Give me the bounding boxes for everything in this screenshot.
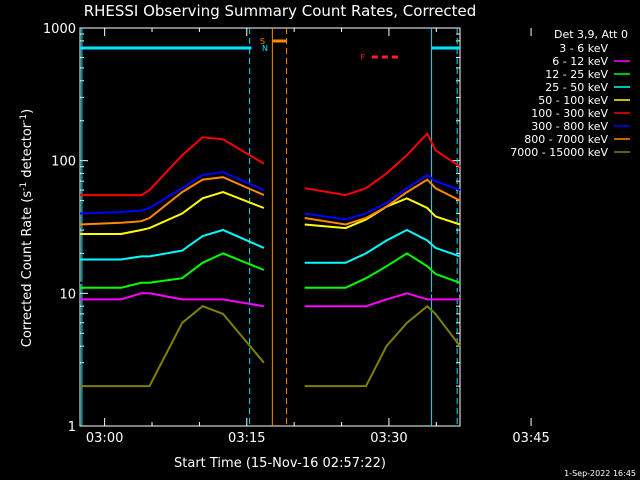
x-tick-label: 03:30 — [370, 431, 407, 446]
legend-entry-label: 7000 - 15000 keV — [510, 146, 608, 159]
legend-entry-label: 100 - 300 keV — [531, 107, 608, 120]
legend-entry-label: 12 - 25 keV — [545, 68, 608, 81]
y-tick-label: 100 — [51, 155, 76, 170]
series-line-6-b — [304, 173, 461, 221]
series-line-0-a — [80, 281, 265, 295]
legend-title: Det 3,9, Att 0 — [554, 28, 628, 41]
markers-group: SN F — [260, 28, 401, 426]
series-line-5-b — [304, 131, 461, 197]
series-line-3-b — [304, 228, 461, 264]
series-line-2-a — [80, 252, 265, 289]
series-line-7-a — [79, 176, 265, 226]
series-line-6-a — [79, 171, 265, 215]
night-boundaries — [80, 28, 460, 426]
x-axis-label: Start Time (15-Nov-16 02:57:22) — [174, 456, 386, 471]
legend-entry-label: 3 - 6 keV — [559, 42, 608, 55]
series-line-3-a — [80, 228, 265, 261]
series-line-2-b — [304, 252, 461, 289]
legend-entry-label: 800 - 7000 keV — [524, 133, 608, 146]
series-line-5-a — [80, 136, 265, 197]
series-line-4-b — [304, 197, 461, 230]
y-tick-label: 1 — [68, 420, 76, 435]
x-tick-label: 03:45 — [512, 431, 549, 446]
series-line-8-a — [80, 305, 265, 388]
series-line-1-b — [304, 292, 460, 308]
footer-date: 1-Sep-2022 16:45 — [564, 469, 636, 478]
series-group — [79, 131, 461, 388]
legend-entry-label: 50 - 100 keV — [538, 94, 608, 107]
y-tick-label: 1000 — [43, 22, 76, 37]
series-line-4-a — [80, 191, 265, 235]
series-line-8-b — [304, 304, 461, 388]
s-marker-label: S — [260, 37, 265, 46]
y-tick-label: 10 — [59, 287, 76, 302]
plot-frame — [79, 27, 461, 427]
x-tick-label: 03:15 — [228, 431, 265, 446]
y-axis-label: Corrected Count Rate (s-1 detector-1) — [19, 109, 35, 347]
series-line-0-b — [304, 292, 460, 308]
x-tick-label: 03:00 — [86, 431, 123, 446]
f-marker-label: F — [360, 53, 365, 62]
legend-entry-label: 6 - 12 keV — [552, 55, 608, 68]
legend-entry-label: 300 - 800 keV — [531, 120, 608, 133]
series-line-7-b — [304, 178, 461, 226]
n-marker-label: N — [262, 44, 268, 53]
chart-title: RHESSI Observing Summary Count Rates, Co… — [84, 2, 477, 20]
legend-entry-label: 25 - 50 keV — [545, 81, 608, 94]
series-line-1-a — [80, 292, 265, 308]
axes-group: 03:0003:1503:3003:4504:0004:1504:3011010… — [43, 22, 550, 446]
